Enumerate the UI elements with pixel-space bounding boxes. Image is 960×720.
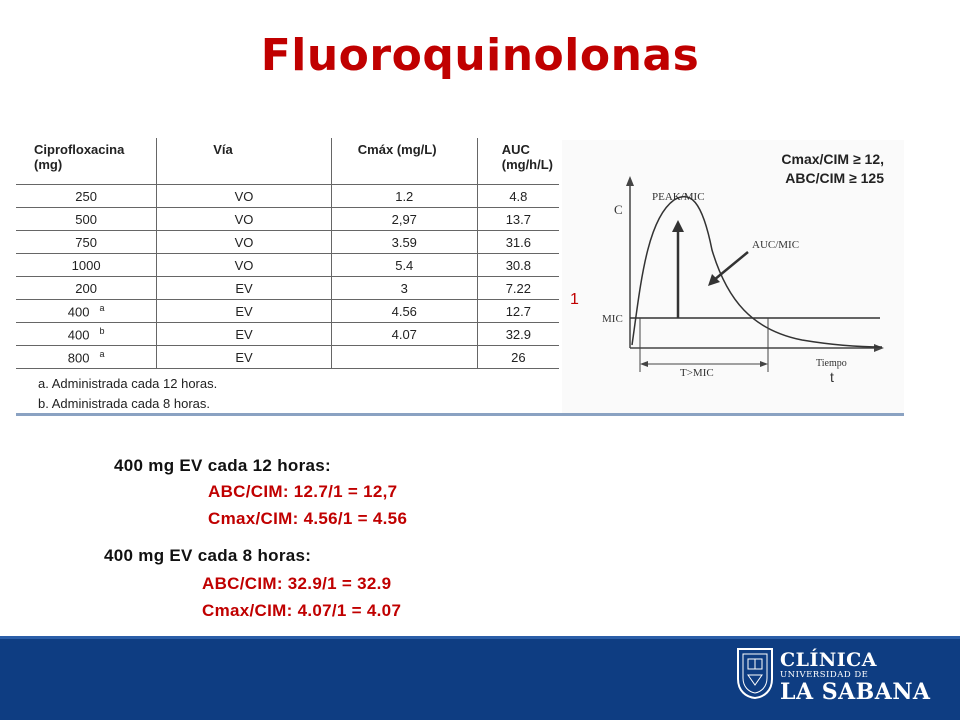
table-body: 250 VO 1.2 4.8 500 VO 2,97 13.7 750 VO 3.59 31.6 100… xyxy=(16,184,559,369)
x-axis-arrowhead xyxy=(874,344,884,352)
auc-mic-label: AUC/MIC xyxy=(752,239,799,251)
footer-accent-line xyxy=(0,636,960,639)
target-cmax-line: Cmax/CIM ≥ 12, xyxy=(781,151,884,167)
cmax-cell: 4.56 xyxy=(331,299,478,323)
auc-cell: 32.9 xyxy=(477,322,559,346)
dose-value: 400 xyxy=(67,304,90,320)
calc-q12-abc: ABC/CIM: 12.7/1 = 12,7 xyxy=(208,482,398,501)
col-header-dose: Ciprofloxacina (mg) xyxy=(16,138,158,185)
route-cell: EV xyxy=(156,322,332,346)
section-divider xyxy=(16,413,904,416)
peak-arrowhead xyxy=(672,220,684,232)
cmax-cell: 1.2 xyxy=(331,184,478,208)
slide-title: Fluoroquinolonas xyxy=(260,30,700,81)
dose-value: 800 xyxy=(67,350,90,366)
t-mic-label: T>MIC xyxy=(680,367,714,379)
auc-cell: 13.7 xyxy=(477,207,559,231)
route-cell: VO xyxy=(156,230,332,254)
cmax-cell: 3 xyxy=(331,276,478,300)
pk-pd-graph: C PEAK/MIC AUC/MIC MIC 1 T>MIC Tiempo t … xyxy=(562,140,904,416)
calc-q8-heading: 400 mg EV cada 8 horas: xyxy=(104,546,312,565)
table-header-row: Ciprofloxacina (mg) Vía Cmáx (mg/L) AUC … xyxy=(16,138,559,185)
peak-mic-label: PEAK/MIC xyxy=(652,191,705,203)
footnote-marker: a xyxy=(99,302,105,313)
t-axis-label: t xyxy=(830,369,834,385)
table-row: 1000 VO 5.4 30.8 xyxy=(16,253,559,277)
auc-pointer-arrowhead xyxy=(708,274,720,286)
university-seal-icon xyxy=(737,648,773,699)
calc-q12-cmax: Cmax/CIM: 4.56/1 = 4.56 xyxy=(208,509,408,528)
mic-label: MIC xyxy=(602,313,623,325)
route-cell: VO xyxy=(156,184,332,208)
route-cell: EV xyxy=(156,276,332,300)
graph-target-header: Cmax/CIM ≥ 12, ABC/CIM ≥ 125 xyxy=(781,150,884,188)
calc-q8-abc: ABC/CIM: 32.9/1 = 32.9 xyxy=(202,574,392,593)
auc-cell: 12.7 xyxy=(477,299,559,323)
table-row: 800 a EV 26 xyxy=(16,345,559,369)
auc-cell: 7.22 xyxy=(477,276,559,300)
pk-table-container: Ciprofloxacina (mg) Vía Cmáx (mg/L) AUC … xyxy=(16,138,559,414)
auc-cell: 4.8 xyxy=(477,184,559,208)
calc-q12-heading: 400 mg EV cada 12 horas: xyxy=(114,456,331,475)
footnote-a: a. Administrada cada 12 horas. xyxy=(38,376,218,391)
logo-line-clinica: CLÍNICA xyxy=(780,649,877,671)
y-axis-label: C xyxy=(614,202,623,217)
table-row: 500 VO 2,97 13.7 xyxy=(16,207,559,231)
cmax-cell: 3.59 xyxy=(331,230,478,254)
table-row: 200 EV 3 7.22 xyxy=(16,276,559,300)
y-axis-arrowhead xyxy=(626,176,634,186)
cmax-cell xyxy=(331,345,478,369)
concentration-curve xyxy=(631,195,883,348)
calc-q8-cmax: Cmax/CIM: 4.07/1 = 4.07 xyxy=(202,601,402,620)
footnote-marker: b xyxy=(99,325,105,336)
university-logo-text: CLÍNICA UNIVERSIDAD DE LA SABANA xyxy=(780,650,931,703)
dose-cell: 500 xyxy=(16,207,158,231)
dose-cell: 750 xyxy=(16,230,158,254)
t-mic-right-arrowhead xyxy=(760,361,768,367)
route-cell: EV xyxy=(156,299,332,323)
auc-pointer-arrow xyxy=(713,251,749,281)
pk-table: Ciprofloxacina (mg) Vía Cmáx (mg/L) AUC … xyxy=(16,138,559,369)
dose-value: 400 xyxy=(67,327,90,343)
pk-curve-diagram: C PEAK/MIC AUC/MIC MIC 1 T>MIC Tiempo t xyxy=(570,176,884,385)
col-header-auc: AUC (mg/h/L) xyxy=(477,138,559,185)
auc-cell: 30.8 xyxy=(477,253,559,277)
mic-value-label: 1 xyxy=(570,291,579,308)
col-header-cmax: Cmáx (mg/L) xyxy=(331,138,478,185)
dose-cell: 800 a xyxy=(16,345,158,369)
table-row: 400 a EV 4.56 12.7 xyxy=(16,299,559,323)
t-mic-left-arrowhead xyxy=(640,361,648,367)
target-abc-line: ABC/CIM ≥ 125 xyxy=(785,170,884,186)
table-row: 400 b EV 4.07 32.9 xyxy=(16,322,559,346)
dose-cell: 200 xyxy=(16,276,158,300)
route-cell: VO xyxy=(156,207,332,231)
table-row: 250 VO 1.2 4.8 xyxy=(16,184,559,208)
dose-cell: 250 xyxy=(16,184,158,208)
dose-cell: 400 b xyxy=(16,322,158,346)
auc-cell: 31.6 xyxy=(477,230,559,254)
table-row: 750 VO 3.59 31.6 xyxy=(16,230,559,254)
cmax-cell: 4.07 xyxy=(331,322,478,346)
dose-cell: 400 a xyxy=(16,299,158,323)
cmax-cell: 2,97 xyxy=(331,207,478,231)
dose-cell: 1000 xyxy=(16,253,158,277)
time-axis-label: Tiempo xyxy=(816,358,847,369)
route-cell: EV xyxy=(156,345,332,369)
footnote-b: b. Administrada cada 8 horas. xyxy=(38,396,210,411)
logo-line-universidad: UNIVERSIDAD DE xyxy=(780,670,869,680)
footnote-marker: a xyxy=(99,348,105,359)
auc-cell: 26 xyxy=(477,345,559,369)
col-header-route: Vía xyxy=(156,138,332,185)
logo-line-la-sabana: LA SABANA xyxy=(780,679,931,705)
cmax-cell: 5.4 xyxy=(331,253,478,277)
footer-band xyxy=(0,636,960,720)
route-cell: VO xyxy=(156,253,332,277)
